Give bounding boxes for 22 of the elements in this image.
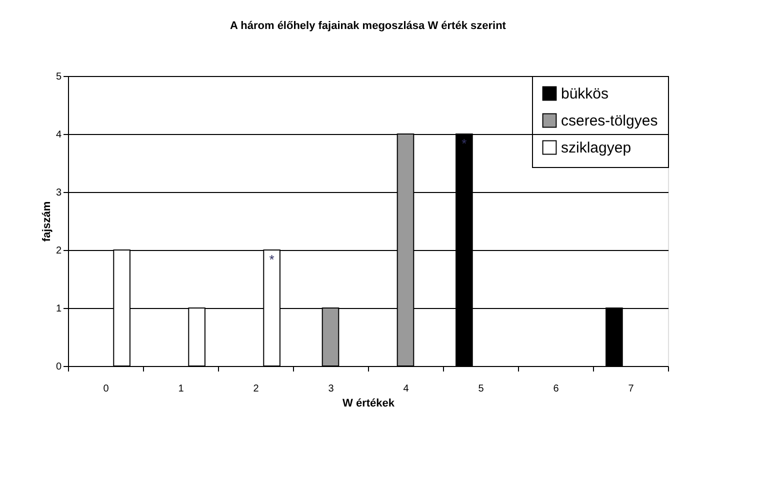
x-tick-label: 0	[103, 384, 110, 394]
y-tick-label: 5	[56, 72, 62, 82]
x-tick-label: 5	[478, 384, 484, 394]
chart-title: A három élőhely fajainak megoszlása W érték szerint	[230, 20, 506, 32]
y-tick-label: 2	[56, 246, 62, 256]
x-axis-title: W értékek	[342, 398, 396, 410]
y-tick-label: 1	[56, 304, 62, 314]
legend-label: cseres-tölgyes	[561, 112, 658, 130]
y-axis-title: fajszám	[40, 201, 53, 242]
x-tick-label: 1	[178, 384, 184, 394]
data-label: *	[462, 136, 467, 151]
y-tick-label: 4	[56, 130, 62, 140]
legend-label: sziklagyep	[561, 140, 632, 156]
y-tick-label: 3	[56, 188, 62, 198]
legend-label: bükkös	[561, 86, 609, 102]
x-tick-label: 3	[328, 384, 334, 394]
x-tick-label: 7	[628, 384, 634, 394]
x-tick-label: 6	[553, 384, 560, 394]
data-label: *	[269, 252, 274, 267]
y-tick-label: 0	[56, 362, 62, 372]
x-tick-label: 2	[253, 384, 260, 394]
x-tick-label: 4	[403, 384, 410, 394]
